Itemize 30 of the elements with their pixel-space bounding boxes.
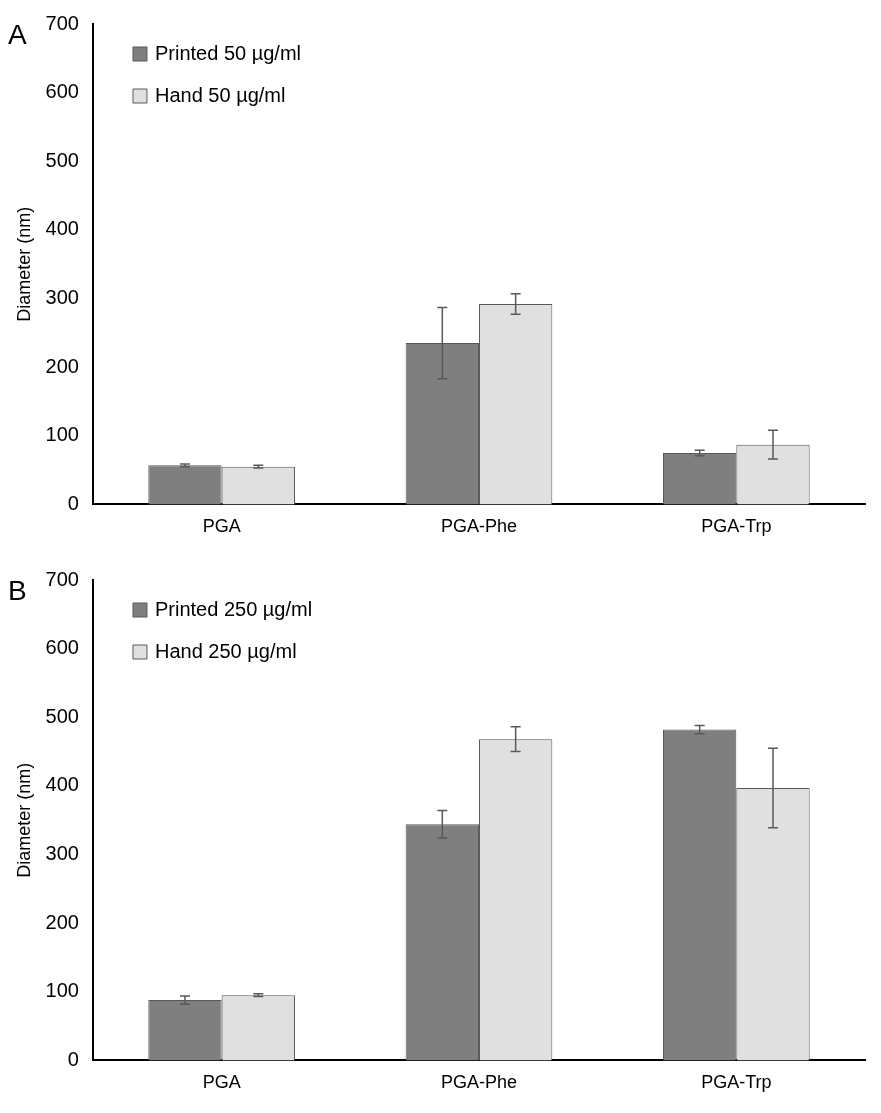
x-tick-label: PGA-Phe	[440, 516, 518, 537]
y-tick-label: 500	[45, 704, 79, 727]
y-tick-label: 500	[45, 148, 79, 171]
y-tick-label: 400	[45, 773, 79, 796]
y-tick-label: 200	[45, 354, 79, 377]
y-tick-label: 600	[45, 80, 79, 103]
y-axis-title: Diameter (nm)	[13, 206, 34, 322]
x-tick-label: PGA	[202, 516, 241, 537]
y-tick-label: 600	[45, 636, 79, 659]
legend-label: Hand 50 µg/ml	[154, 83, 286, 106]
y-tick-label: 100	[45, 423, 79, 446]
y-tick-label: 700	[45, 567, 79, 590]
legend-label: Printed 250 µg/ml	[154, 597, 313, 620]
y-tick-label: 300	[45, 286, 79, 309]
y-tick-label: 200	[45, 910, 79, 933]
y-tick-label: 700	[45, 11, 79, 34]
chart-title: A	[8, 18, 27, 50]
y-tick-label: 0	[67, 491, 79, 514]
legend-label: Printed 50 µg/ml	[154, 41, 302, 64]
chart-title: B	[8, 574, 27, 606]
x-tick-label: PGA-Trp	[701, 516, 772, 537]
y-axis-title: Diameter (nm)	[13, 762, 34, 878]
y-tick-label: 400	[45, 217, 79, 240]
x-tick-label: PGA	[202, 1072, 241, 1093]
y-tick-label: 100	[45, 979, 79, 1002]
legend-label: Hand 250 µg/ml	[154, 639, 297, 662]
y-tick-label: 300	[45, 842, 79, 865]
x-tick-label: PGA-Trp	[701, 1072, 772, 1093]
y-tick-label: 0	[67, 1047, 79, 1070]
x-tick-label: PGA-Phe	[440, 1072, 518, 1093]
